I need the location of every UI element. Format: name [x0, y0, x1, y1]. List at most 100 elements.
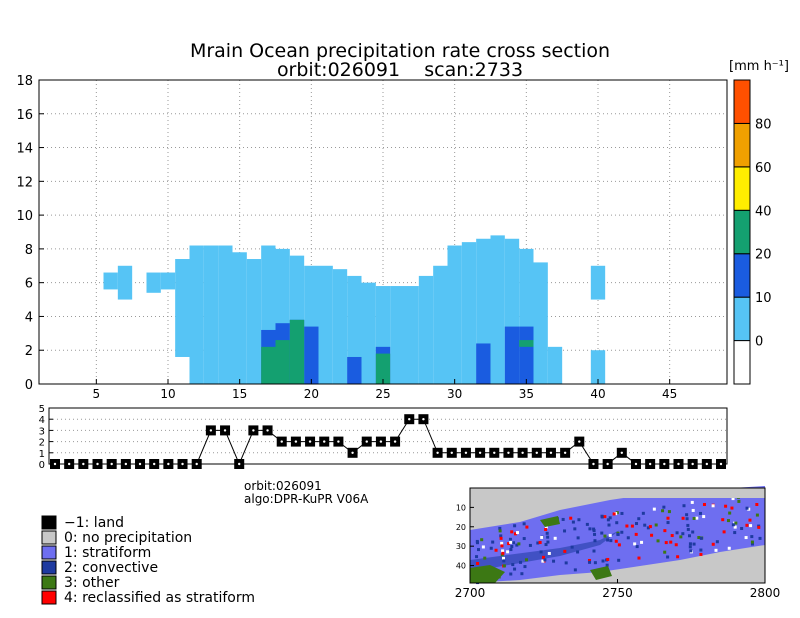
map-pixel — [669, 540, 673, 544]
legend-label: 2: convective — [64, 560, 158, 576]
colorbar-box — [733, 296, 751, 342]
map-pixel — [525, 525, 529, 529]
map-pixel — [749, 524, 753, 528]
rain-column — [476, 343, 491, 384]
rain-type-marker-dot — [195, 462, 198, 466]
map-pixel — [688, 542, 692, 546]
map-pixel — [511, 563, 515, 567]
legend-label: 4: reclassified as stratiform — [64, 590, 255, 606]
rain-type-marker-dot — [67, 462, 71, 466]
x-tick-label: 35 — [519, 387, 534, 401]
map-pixel — [755, 503, 759, 507]
map-no-precip-top — [470, 488, 765, 498]
map-pixel — [750, 535, 754, 539]
map-pixel — [681, 516, 685, 520]
map-pixel — [603, 534, 607, 538]
map-pixel — [614, 539, 618, 543]
map-pixel — [608, 516, 612, 520]
map-pixel — [635, 545, 639, 549]
rain-type-marker-dot — [167, 462, 170, 466]
map-pixel — [513, 532, 517, 536]
rain-column — [275, 340, 290, 384]
map-pixel — [714, 548, 718, 552]
map-pixel — [536, 541, 540, 545]
rain-type-y-tick-label: 5 — [39, 404, 45, 415]
map-pixel — [541, 555, 545, 559]
map-pixel — [702, 515, 706, 519]
rain-column — [304, 326, 319, 384]
rain-column — [433, 265, 448, 384]
map-pixel — [573, 527, 577, 531]
map-pixel — [569, 516, 573, 520]
map-pixel — [697, 536, 701, 540]
map-other-region-3 — [540, 516, 560, 527]
map-pixel — [576, 550, 580, 554]
map-other-region — [470, 565, 505, 583]
map-pixel — [692, 542, 696, 546]
map-pixel — [553, 536, 557, 540]
rain-type-marker-dot — [238, 462, 241, 466]
rain-column — [289, 319, 305, 384]
legend-label: −1: land — [64, 515, 124, 531]
map-pixel — [540, 535, 544, 539]
legend-swatch — [41, 530, 57, 545]
map-pixel — [748, 518, 752, 522]
map-pixel — [563, 529, 567, 533]
rain-type-marker-dot — [549, 451, 553, 454]
map-pixel — [656, 539, 660, 543]
map-pixel — [662, 505, 666, 509]
map-pixel — [643, 523, 647, 527]
map-pixel — [546, 535, 550, 539]
map-pixel — [711, 504, 715, 508]
legend-swatch — [41, 560, 57, 575]
legend-swatch — [41, 590, 57, 605]
map-x-tick-label: 2800 — [750, 586, 781, 600]
map-pixel — [755, 513, 759, 517]
map-pixel — [475, 555, 479, 559]
y-axis: 0 2 4 6 8 10 12 14 16 18 — [16, 74, 44, 393]
map-pixel — [507, 542, 511, 546]
rain-type-y-tick-label: 2 — [39, 438, 45, 449]
rain-type-marker-dot — [266, 429, 269, 432]
colorbar-box — [733, 79, 751, 124]
legend-label: 3: other — [64, 575, 120, 591]
map-pixel — [615, 511, 619, 515]
map-pixel — [475, 541, 479, 545]
legend-swatch — [41, 575, 57, 590]
colorbar-ticks: 0 10 20 40 60 80 — [755, 117, 772, 349]
rain-type-marker-dot — [677, 462, 680, 466]
map-pixel — [605, 563, 609, 567]
map-pixel — [522, 522, 526, 526]
map-pixel — [522, 537, 526, 541]
map-pixel — [734, 521, 738, 525]
map-pixel — [699, 536, 703, 540]
map-pixel — [603, 515, 607, 519]
map-pixel — [679, 535, 683, 539]
map-pixel — [626, 536, 630, 540]
map-pixel — [650, 533, 654, 537]
map-pixel — [587, 558, 591, 562]
map-pixel — [652, 507, 656, 511]
rain-type-y-tick-label: 0 — [39, 460, 45, 471]
map-pixel — [509, 548, 513, 552]
map-pixel — [501, 549, 505, 553]
rain-column — [146, 272, 161, 293]
rain-type-y-tick-label: 4 — [39, 415, 45, 426]
colorbar-tick-label: 40 — [755, 204, 772, 219]
map-pixel — [686, 523, 690, 527]
rain-type-marker-dot — [82, 462, 85, 466]
colorbar-boxes — [733, 79, 751, 385]
map-pixel — [600, 514, 604, 518]
map-pixel — [721, 518, 725, 522]
map-pixel — [676, 555, 680, 559]
map-pixel — [615, 521, 619, 525]
map-pixel — [728, 511, 732, 515]
legend-label: 0: no precipitation — [64, 530, 192, 546]
map-pixel — [666, 555, 670, 559]
map-pixel — [711, 542, 715, 546]
map-pixel — [681, 532, 685, 536]
map-pixel — [730, 506, 734, 510]
map-pixel — [502, 559, 506, 563]
map-pixel — [576, 536, 580, 540]
